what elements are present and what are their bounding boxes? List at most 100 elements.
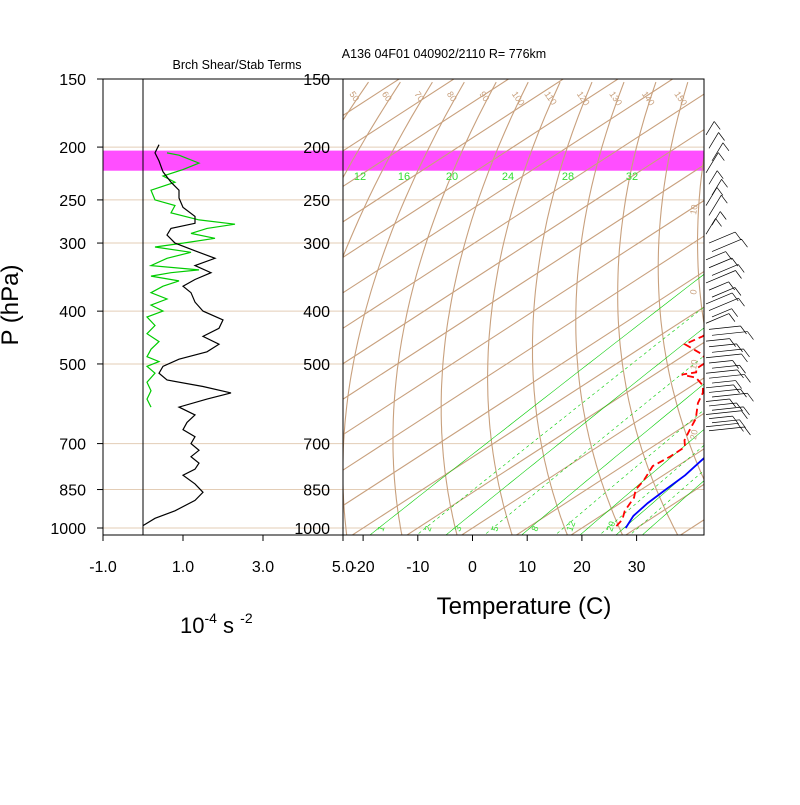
mixing-ratio-bottom-label: 8: [529, 525, 540, 533]
skew-x-tick-label: 0: [468, 559, 477, 576]
mixing-ratio-top-label: 32: [626, 171, 638, 183]
dry-adiabat-line: [343, 82, 465, 537]
skew-x-tick-label: -20: [352, 559, 375, 576]
theta-label: 50: [347, 89, 361, 103]
wind-barb-feather: [741, 354, 747, 362]
mixing-ratio-top-label: 28: [562, 171, 574, 183]
left-y-tick-label: 200: [59, 140, 86, 157]
dry-adiabat-line: [773, 82, 800, 537]
isotherm-line: [458, 71, 800, 537]
chart-title: A136 04F01 040902/2110 R= 776km: [342, 47, 546, 61]
wind-barb: [712, 239, 741, 251]
wind-barb: [709, 416, 733, 419]
dry-adiabat-line: [488, 82, 560, 537]
wind-barb: [712, 349, 744, 352]
wind-barb-feather: [717, 187, 723, 195]
left-y-tick-label: 400: [59, 304, 86, 321]
mixing-ratio-line: [553, 147, 800, 537]
left-x-axis-label: 10-4 s -2: [180, 610, 253, 638]
skew-y-tick-label: 700: [303, 437, 330, 454]
theta-label: 110: [542, 89, 558, 106]
skew-y-tick-label: 250: [303, 193, 330, 210]
wind-barb-feather: [730, 339, 736, 347]
wind-barb-feather: [721, 195, 727, 203]
isotherm-line: [677, 71, 800, 537]
wind-barb: [709, 326, 741, 329]
skew-x-tick-label: 30: [628, 559, 646, 576]
mixing-ratio-top-label: 16: [398, 171, 410, 183]
left-y-tick-label: 500: [59, 357, 86, 374]
skew-y-tick-label: 400: [303, 304, 330, 321]
wind-barb: [706, 121, 714, 135]
wind-barb: [709, 258, 732, 268]
theta-label: 60: [380, 89, 394, 103]
wind-barb: [706, 399, 730, 402]
isotherm-line: [732, 71, 800, 537]
y-axis-label: P (hPa): [0, 265, 24, 346]
isotherm-edge-label: 20: [688, 429, 700, 441]
wind-barb-feather: [714, 121, 720, 129]
wind-barb: [709, 361, 733, 364]
wind-barb-feather: [716, 218, 722, 226]
wind-barb: [709, 374, 744, 378]
skew-y-tick-label: 1000: [294, 521, 330, 538]
wind-barb: [706, 339, 730, 342]
wind-barb: [712, 393, 747, 397]
skew-y-tick-label: 850: [303, 483, 330, 500]
wind-barb-feather: [741, 326, 747, 334]
wind-barb-feather: [741, 239, 747, 247]
isotherm-line: [21, 71, 740, 537]
wind-barb: [706, 153, 718, 173]
wind-barb: [712, 407, 744, 410]
mixing-ratio-line: [627, 147, 800, 537]
wind-barb: [706, 218, 716, 234]
wind-barb: [712, 143, 723, 161]
wind-barb-feather: [735, 232, 741, 240]
left-x-tick-label: -1.0: [89, 559, 117, 576]
theta-label: 130: [607, 89, 624, 107]
left-y-tick-label: 700: [59, 437, 86, 454]
wind-barb: [709, 298, 738, 310]
left-x-label-exp2: -2: [240, 610, 253, 626]
wind-barb: [709, 344, 737, 347]
wind-barb: [712, 365, 740, 368]
wind-barb-feather: [735, 271, 741, 279]
skew-y-tick-label: 150: [303, 72, 330, 89]
skew-y-tick-label: 300: [303, 236, 330, 253]
left-panel-title: Brch Shear/Stab Terms: [173, 58, 302, 72]
wind-barb: [706, 423, 738, 426]
isotherm-line: [349, 71, 800, 537]
skew-y-tick-label: 200: [303, 140, 330, 157]
mixing-ratio-bottom-label: 1: [375, 525, 386, 533]
isotherm-edge-label: 10: [688, 359, 700, 371]
wind-barb: [706, 187, 717, 205]
left-y-tick-label: 250: [59, 193, 86, 210]
wind-barbs: [706, 121, 753, 435]
wind-barb: [712, 264, 738, 275]
wind-barb: [706, 370, 738, 373]
wind-barb: [709, 132, 719, 148]
mixing-ratio-bottom-label: 5: [489, 525, 500, 533]
dry-adiabat-line: [618, 82, 679, 537]
dry-adiabat-line: [736, 82, 800, 537]
wind-barb-feather: [719, 132, 725, 140]
wind-barb-feather: [744, 407, 750, 415]
wind-barb: [706, 354, 741, 358]
skew-x-tick-label: 20: [573, 559, 591, 576]
wind-barb: [706, 411, 741, 415]
isotherm-line: [513, 71, 800, 537]
dewpoint-profile-line: [615, 168, 800, 529]
wind-barb: [712, 287, 735, 297]
wind-barb-feather: [738, 370, 744, 378]
wind-barb-feather: [717, 171, 723, 179]
skew-x-tick-label: -10: [406, 559, 429, 576]
wind-barb-feather: [744, 349, 750, 357]
wind-barb: [706, 385, 734, 388]
wind-barb: [709, 232, 735, 243]
isotherm-edge-label: 0: [688, 289, 699, 296]
wind-barb: [712, 309, 732, 317]
wind-barb-feather: [736, 381, 742, 389]
shear-term-line: [143, 145, 231, 526]
mixing-ratio-line: [414, 147, 800, 537]
